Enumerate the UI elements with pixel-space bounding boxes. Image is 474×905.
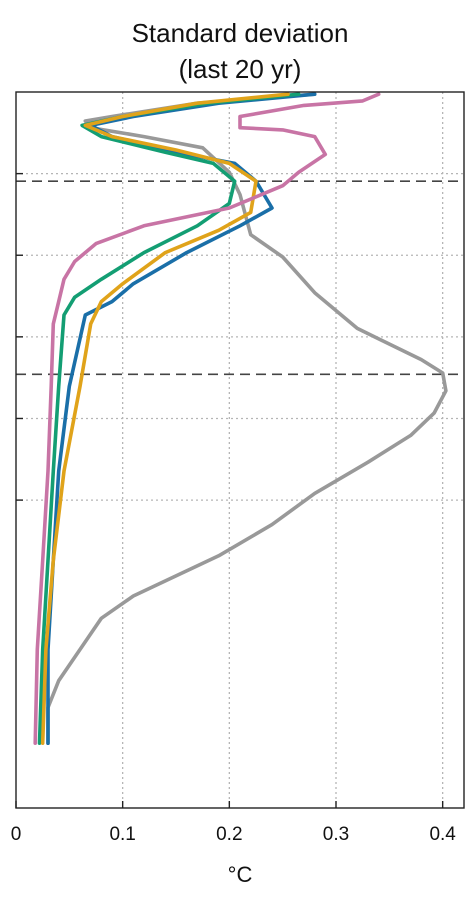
chart-subtitle: (last 20 yr) xyxy=(179,54,302,84)
grid-layer xyxy=(16,92,464,808)
x-tick-label: 0.2 xyxy=(216,824,242,845)
x-tick-labels: 0 0.1 0.2 0.3 0.4 xyxy=(11,824,457,845)
x-axis-label: °C xyxy=(228,862,253,887)
series-layer xyxy=(33,92,448,745)
series-line-3 xyxy=(37,92,301,745)
series-line-5 xyxy=(33,92,381,745)
plot-frame xyxy=(15,91,465,809)
x-tick-label: 0.1 xyxy=(109,824,135,845)
chart-title: Standard deviation xyxy=(132,18,349,48)
series-line-1 xyxy=(46,92,448,745)
x-tick-label: 0.3 xyxy=(323,824,349,845)
plot-border xyxy=(15,91,465,809)
series-line-4 xyxy=(40,92,290,745)
x-tick-label: 0 xyxy=(11,824,22,845)
x-tick-label: 0.4 xyxy=(429,824,456,845)
